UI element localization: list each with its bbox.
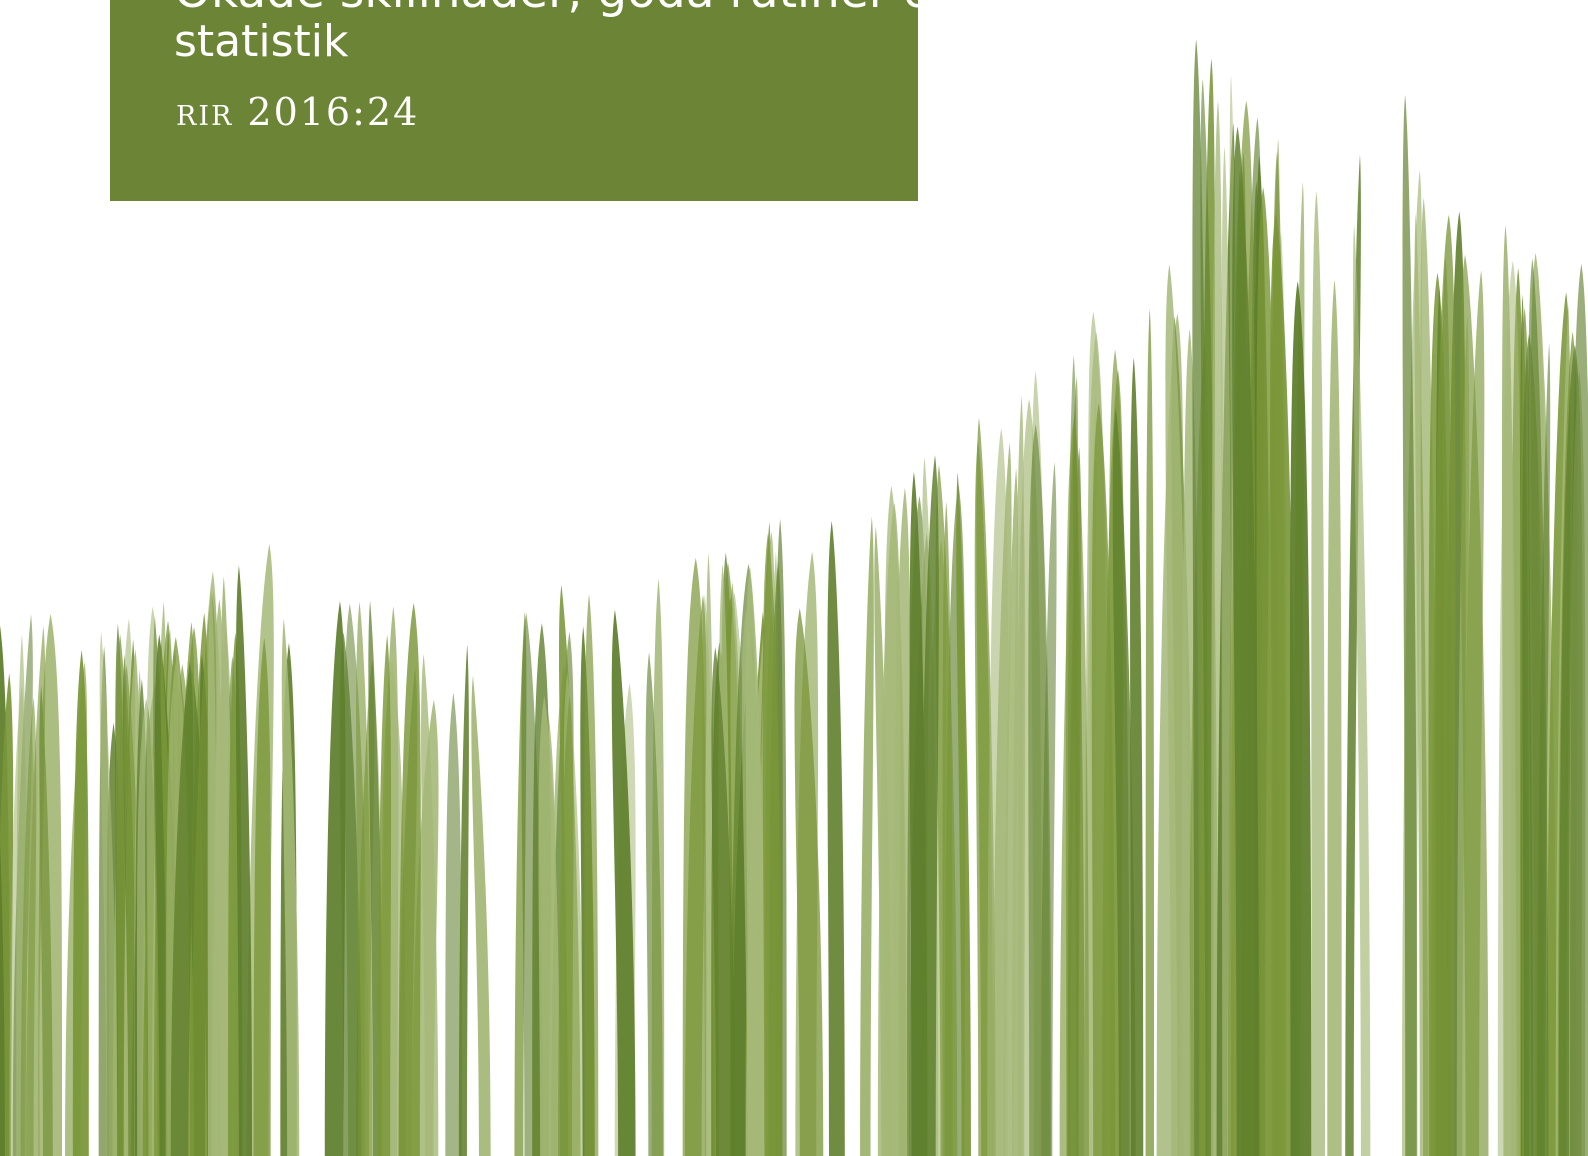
grass-blade bbox=[987, 428, 1009, 1156]
grass-blade bbox=[281, 618, 300, 1156]
grass-blade bbox=[611, 609, 636, 1156]
grass-blade bbox=[1271, 152, 1286, 1156]
grass-blade bbox=[1232, 126, 1260, 1156]
grass-blade bbox=[1352, 225, 1371, 1156]
report-title: statistik bbox=[174, 16, 349, 67]
grass-blade bbox=[884, 485, 908, 1156]
report-number: RIR 2016:24 bbox=[176, 90, 420, 134]
grass-blade bbox=[651, 578, 665, 1156]
grass-blade bbox=[584, 593, 599, 1156]
grass-blade bbox=[339, 632, 362, 1156]
grass-blade bbox=[1402, 94, 1418, 1156]
grass-blade bbox=[377, 634, 392, 1156]
grass-blade bbox=[538, 695, 561, 1156]
grass-blade bbox=[1091, 402, 1116, 1156]
grass-blade bbox=[421, 653, 439, 1156]
grass-blade bbox=[1537, 343, 1551, 1156]
grass-blade bbox=[1165, 264, 1191, 1156]
grass-blade bbox=[1145, 308, 1155, 1156]
grass-blade bbox=[1570, 263, 1588, 1156]
grass-blade bbox=[458, 644, 469, 1156]
grass-blade bbox=[207, 583, 218, 1156]
grass-blade bbox=[20, 697, 37, 1156]
grass-blade bbox=[521, 612, 544, 1156]
grass-blade bbox=[1501, 225, 1517, 1156]
grass-blade bbox=[741, 608, 769, 1156]
grass-blade bbox=[919, 455, 939, 1156]
grass-blade bbox=[72, 649, 89, 1156]
grass-blade bbox=[1311, 191, 1326, 1156]
grass-blade bbox=[99, 631, 118, 1156]
grass-blade bbox=[398, 602, 421, 1156]
grass-blade bbox=[445, 692, 463, 1156]
grass-blade bbox=[1327, 279, 1342, 1156]
grass-blade bbox=[935, 465, 958, 1156]
grass-blade bbox=[1065, 418, 1089, 1156]
grass-blade bbox=[762, 532, 783, 1156]
grass-blade bbox=[711, 647, 735, 1156]
grass-blade bbox=[1028, 424, 1052, 1156]
grass-blade bbox=[1430, 214, 1456, 1156]
grass-blade bbox=[1460, 254, 1489, 1156]
grass-blade bbox=[558, 695, 574, 1156]
grass-blade bbox=[235, 565, 253, 1156]
grass-blade bbox=[860, 516, 874, 1156]
grass-blade bbox=[1290, 281, 1312, 1156]
grass-blade bbox=[253, 637, 271, 1156]
grass-blade bbox=[38, 613, 63, 1156]
grass-blade bbox=[356, 601, 373, 1156]
grass-blade bbox=[827, 520, 845, 1156]
grass-blade bbox=[0, 839, 5, 1156]
grass-blade bbox=[956, 472, 971, 1156]
grass-blade bbox=[794, 608, 824, 1156]
report-title-cropped-line: Ökade skillnader, goda rutiner och fler bbox=[174, 0, 918, 20]
grass-blade bbox=[471, 675, 491, 1156]
grass-blade bbox=[682, 557, 707, 1156]
grass-blade bbox=[1112, 407, 1136, 1156]
grass-blade bbox=[170, 661, 194, 1156]
title-panel: Ökade skillnader, goda rutiner och fler … bbox=[110, 0, 918, 201]
grass-blade bbox=[1011, 395, 1024, 1156]
